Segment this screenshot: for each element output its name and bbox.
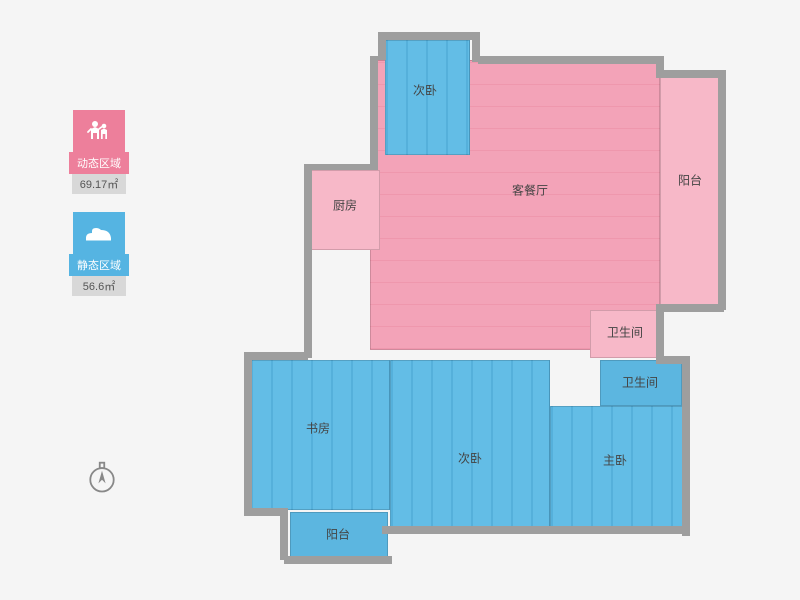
wall-segment xyxy=(682,356,690,536)
dynamic-zone-value: 69.17㎡ xyxy=(72,174,126,194)
wall-segment xyxy=(378,32,386,60)
wall-segment xyxy=(660,304,724,312)
wall-segment xyxy=(378,32,478,40)
wall-segment xyxy=(718,70,726,310)
room-bath_low xyxy=(600,360,682,406)
static-zone-value: 56.6㎡ xyxy=(72,276,126,296)
wall-segment xyxy=(304,246,312,358)
room-balcony_e xyxy=(660,70,720,305)
floor-plan: 客餐厅阳台厨房卫生间次卧卫生间书房次卧主卧阳台 xyxy=(250,20,740,580)
wall-segment xyxy=(244,356,252,514)
static-zone-icon-box xyxy=(73,212,125,254)
room-master xyxy=(550,406,685,530)
room-study xyxy=(250,360,390,510)
wall-segment xyxy=(284,556,392,564)
static-zone-label: 静态区域 xyxy=(69,254,129,276)
room-bath_top xyxy=(590,310,660,358)
dynamic-zone-icon-box xyxy=(73,110,125,152)
wall-segment xyxy=(244,352,308,360)
room-balcony_s xyxy=(290,512,388,558)
room-sec_bed_top xyxy=(385,40,470,155)
wall-segment xyxy=(478,56,660,64)
wall-segment xyxy=(370,56,378,168)
room-kitchen xyxy=(310,170,380,250)
wall-segment xyxy=(546,526,688,534)
dynamic-zone-label: 动态区域 xyxy=(69,152,129,174)
sleep-icon xyxy=(84,221,114,245)
people-icon xyxy=(85,117,113,145)
wall-segment xyxy=(382,526,550,534)
wall-segment xyxy=(304,164,312,252)
wall-segment xyxy=(660,70,724,78)
wall-segment xyxy=(656,304,664,360)
wall-segment xyxy=(304,164,378,170)
room-sec_bed_low xyxy=(390,360,550,530)
zone-legend: 动态区域 69.17㎡ 静态区域 56.6㎡ xyxy=(68,110,130,314)
compass-icon xyxy=(84,460,120,496)
